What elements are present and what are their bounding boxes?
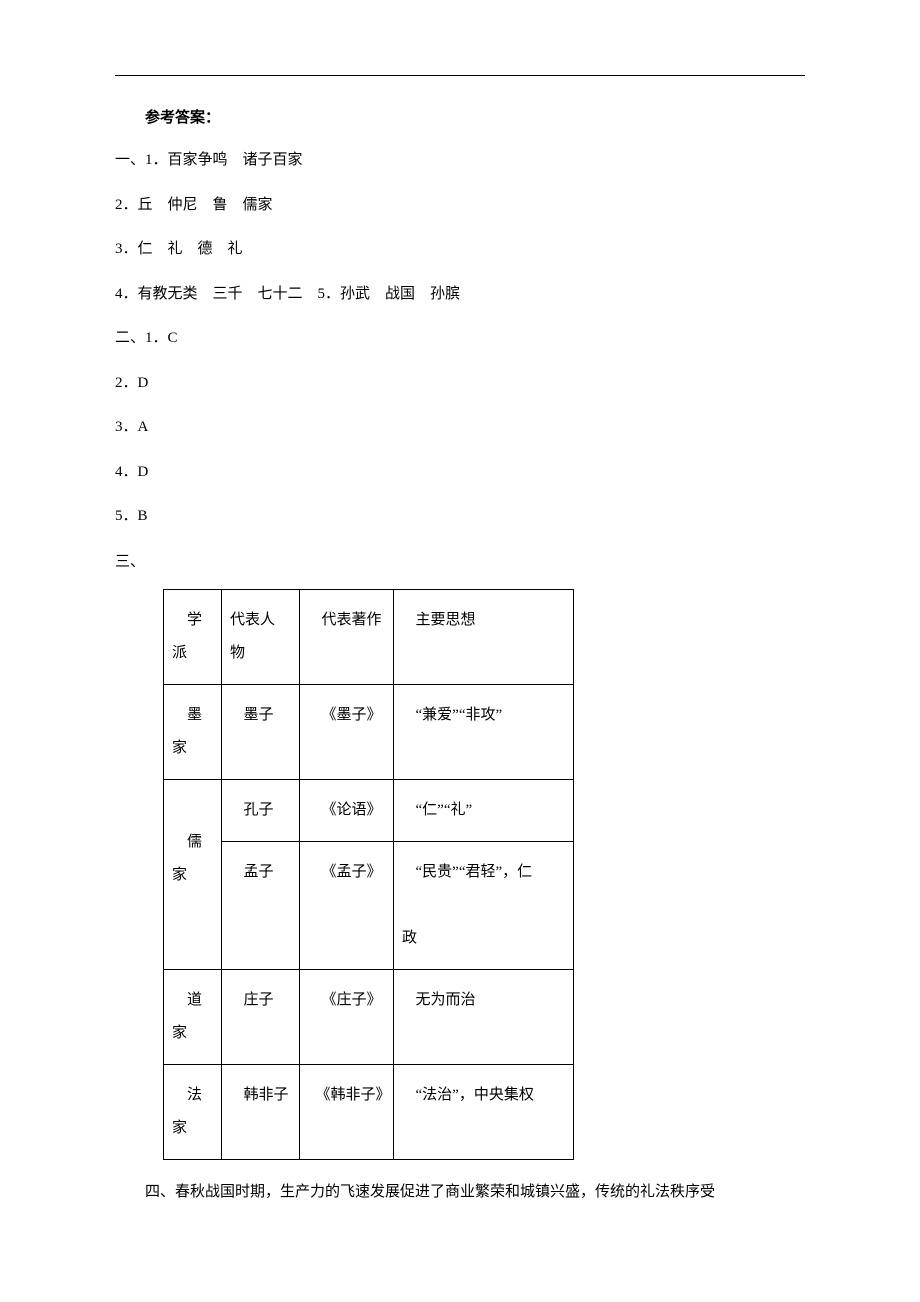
school-fa-line2: 家	[172, 1120, 187, 1136]
table-header-row: 学 派 代表人 物 代表著作 主要思想	[164, 589, 574, 684]
section1-line-2: 2．丘 仲尼 鲁 儒家	[115, 194, 805, 217]
header-thought-cell: 主要思想	[394, 589, 574, 684]
school-dao-line1: 道	[172, 992, 202, 1008]
school-mo-line2: 家	[172, 740, 187, 756]
work-hanfeizi: 《韩非子》	[308, 1079, 385, 1112]
page-container: 参考答案： 一、1．百家争鸣 诸子百家 2．丘 仲尼 鲁 儒家 3．仁 礼 德 …	[0, 0, 920, 1204]
section-two: 二、1．C 2．D 3．A 4．D 5．B	[115, 327, 805, 528]
table-row: 孟子 《孟子》 “民贵”“君轻”，仁 政	[164, 841, 574, 969]
header-person-line2: 物	[230, 645, 245, 661]
schools-table: 学 派 代表人 物 代表著作 主要思想	[163, 589, 574, 1160]
section-one: 一、1．百家争鸣 诸子百家 2．丘 仲尼 鲁 儒家 3．仁 礼 德 礼 4．有教…	[115, 149, 805, 305]
thought-cell-kongzi: “仁”“礼”	[394, 779, 574, 841]
header-thought-text: 主要思想	[402, 604, 565, 637]
school-ru-line1: 儒	[172, 834, 202, 850]
thought-cell-zhuangzi: 无为而治	[394, 969, 574, 1064]
school-dao-line2: 家	[172, 1025, 187, 1041]
thought-mozi: “兼爱”“非攻”	[402, 699, 565, 732]
section-four-paragraph: 四、春秋战国时期，生产力的飞速发展促进了商业繁荣和城镇兴盛，传统的礼法秩序受	[115, 1180, 805, 1204]
header-work-cell: 代表著作	[300, 589, 394, 684]
person-cell-kongzi: 孔子	[222, 779, 300, 841]
section2-line-4: 4．D	[115, 461, 805, 484]
table-row: 道 家 庄子 《庄子》 无为而治	[164, 969, 574, 1064]
header-work-text: 代表著作	[308, 604, 385, 637]
work-mengzi: 《孟子》	[308, 856, 385, 889]
school-cell-mo: 墨 家	[164, 684, 222, 779]
section2-line-1: 二、1．C	[115, 327, 805, 350]
answers-heading: 参考答案：	[115, 106, 805, 127]
person-hanfeizi: 韩非子	[230, 1079, 291, 1112]
table-container: 学 派 代表人 物 代表著作 主要思想	[115, 589, 805, 1160]
thought-mengzi-line2: 政	[402, 930, 417, 946]
header-school-line1: 学	[172, 612, 202, 628]
person-mozi: 墨子	[230, 699, 291, 732]
header-person-cell: 代表人 物	[222, 589, 300, 684]
header-person-line1: 代表人	[230, 612, 275, 628]
section1-line-4: 4．有教无类 三千 七十二 5．孙武 战国 孙膑	[115, 283, 805, 306]
thought-hanfeizi: “法治”，中央集权	[402, 1079, 565, 1112]
work-cell-zhuangzi: 《庄子》	[300, 969, 394, 1064]
work-cell-hanfeizi: 《韩非子》	[300, 1064, 394, 1159]
section1-line-3: 3．仁 礼 德 礼	[115, 238, 805, 261]
section2-line-2: 2．D	[115, 372, 805, 395]
table-row: 墨 家 墨子 《墨子》 “兼爱”“非攻”	[164, 684, 574, 779]
work-zhuangzi: 《庄子》	[308, 984, 385, 1017]
top-horizontal-rule	[115, 75, 805, 76]
person-kongzi: 孔子	[230, 794, 291, 827]
work-cell-lunyu: 《论语》	[300, 779, 394, 841]
school-fa-line1: 法	[172, 1087, 202, 1103]
person-cell-hanfeizi: 韩非子	[222, 1064, 300, 1159]
thought-zhuangzi: 无为而治	[402, 984, 565, 1017]
section1-line-1: 一、1．百家争鸣 诸子百家	[115, 149, 805, 172]
section2-line-5: 5．B	[115, 505, 805, 528]
table-row: 儒 家 孔子 《论语》 “仁”“礼”	[164, 779, 574, 841]
person-cell-zhuangzi: 庄子	[222, 969, 300, 1064]
person-cell-mozi: 墨子	[222, 684, 300, 779]
work-cell-mozi: 《墨子》	[300, 684, 394, 779]
work-mozi: 《墨子》	[308, 699, 385, 732]
person-mengzi: 孟子	[230, 856, 291, 889]
school-cell-ru: 儒 家	[164, 779, 222, 969]
school-cell-dao: 道 家	[164, 969, 222, 1064]
person-cell-mengzi: 孟子	[222, 841, 300, 969]
thought-cell-mozi: “兼爱”“非攻”	[394, 684, 574, 779]
section-three-label: 三、	[115, 550, 805, 571]
thought-mengzi-line1: “民贵”“君轻”，仁	[402, 856, 565, 889]
thought-kongzi: “仁”“礼”	[402, 794, 565, 827]
work-lunyu: 《论语》	[308, 794, 385, 827]
header-school-cell: 学 派	[164, 589, 222, 684]
school-cell-fa: 法 家	[164, 1064, 222, 1159]
header-school-line2: 派	[172, 645, 187, 661]
person-zhuangzi: 庄子	[230, 984, 291, 1017]
table-row: 法 家 韩非子 《韩非子》 “法治”，中央集权	[164, 1064, 574, 1159]
work-cell-mengzi: 《孟子》	[300, 841, 394, 969]
school-ru-line2: 家	[172, 867, 187, 883]
section2-line-3: 3．A	[115, 416, 805, 439]
thought-cell-hanfeizi: “法治”，中央集权	[394, 1064, 574, 1159]
school-mo-line1: 墨	[172, 707, 202, 723]
thought-cell-mengzi: “民贵”“君轻”，仁 政	[394, 841, 574, 969]
